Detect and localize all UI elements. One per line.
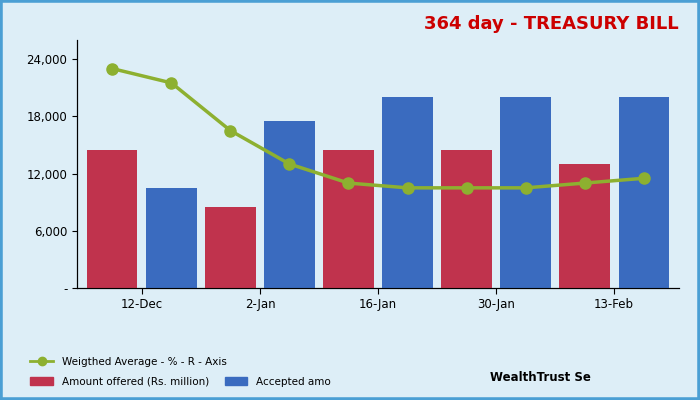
Bar	[88, 150, 137, 288]
Bar	[382, 97, 433, 288]
Bar	[500, 97, 551, 288]
Bar	[323, 150, 374, 288]
Bar	[442, 150, 491, 288]
Legend: Amount offered (Rs. million), Accepted amo: Amount offered (Rs. million), Accepted a…	[26, 372, 335, 391]
Legend: Weigthed Average - % - R - Axis: Weigthed Average - % - R - Axis	[26, 352, 231, 371]
Text: 364 day - TREASURY BILL: 364 day - TREASURY BILL	[424, 15, 679, 33]
Bar	[559, 164, 610, 288]
Bar	[146, 188, 197, 288]
Bar	[619, 97, 668, 288]
Bar	[205, 207, 256, 288]
Bar	[265, 121, 314, 288]
Text: WealthTrust Se: WealthTrust Se	[490, 371, 591, 384]
